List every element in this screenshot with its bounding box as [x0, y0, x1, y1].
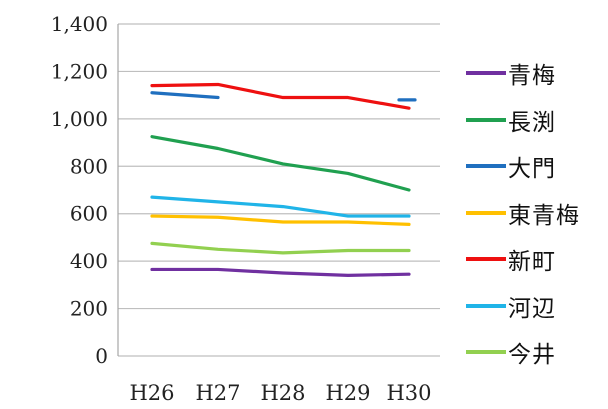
x-tick-label: H29 — [325, 381, 370, 405]
series-lines — [150, 82, 417, 277]
legend-item: 青梅 — [466, 50, 608, 97]
y-tick-label: 800 — [70, 154, 108, 178]
legend-label: 青梅 — [508, 63, 556, 90]
y-axis-ticks: 0 200 400 600 800 1,000 1,200 1,400 — [51, 12, 108, 368]
legend-swatch — [466, 71, 506, 76]
legend-item: 東青梅 — [466, 190, 608, 237]
series-line — [150, 82, 411, 110]
legend-swatch — [466, 303, 506, 308]
legend-item: 今井 — [466, 329, 608, 376]
series-line — [150, 135, 411, 192]
y-tick-label: 0 — [95, 344, 108, 368]
legend-swatch — [466, 164, 506, 169]
legend-item: 長渕 — [466, 97, 608, 144]
legend-swatch — [466, 257, 506, 262]
legend: 青梅 長渕 大門 東青梅 新町 河辺 今井 — [466, 50, 608, 376]
x-tick-label: H30 — [386, 381, 431, 405]
x-tick-label: H26 — [129, 381, 174, 405]
series-line — [150, 241, 411, 255]
legend-label: 河辺 — [508, 295, 556, 322]
legend-item: 新町 — [466, 236, 608, 283]
legend-swatch — [466, 350, 506, 355]
legend-label: 東青梅 — [508, 202, 580, 229]
y-tick-label: 1,200 — [51, 59, 108, 83]
series-line — [150, 267, 411, 277]
y-tick-label: 1,400 — [51, 12, 108, 36]
x-tick-label: H28 — [260, 381, 305, 405]
gridlines — [117, 23, 440, 357]
series-line — [150, 91, 220, 100]
legend-swatch — [466, 210, 506, 215]
y-tick-label: 200 — [70, 297, 108, 321]
legend-item: 大門 — [466, 143, 608, 190]
legend-swatch — [466, 117, 506, 122]
legend-label: 今井 — [508, 342, 556, 369]
legend-label: 新町 — [508, 249, 556, 276]
y-tick-label: 600 — [70, 202, 108, 226]
legend-item: 河辺 — [466, 283, 608, 330]
x-tick-label: H27 — [195, 381, 240, 405]
y-tick-label: 400 — [70, 249, 108, 273]
legend-label: 大門 — [508, 156, 556, 183]
legend-label: 長渕 — [508, 109, 556, 136]
series-line — [150, 195, 411, 218]
y-tick-label: 1,000 — [51, 107, 108, 131]
series-line — [150, 214, 411, 226]
x-axis-ticks: H26 H27 H28 H29 H30 — [129, 381, 431, 405]
